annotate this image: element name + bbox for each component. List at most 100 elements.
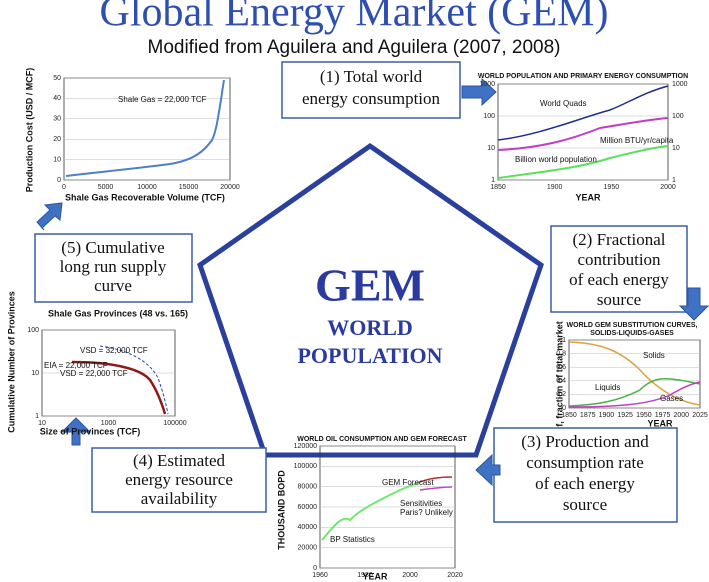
x-tick-label: 1875: [580, 412, 596, 419]
annotation: Million BTU/yr/capita: [600, 136, 674, 145]
annotation: Shale Gas = 22,000 TCF: [118, 95, 207, 104]
y-tick-label: 40: [53, 95, 61, 102]
x-tick-label: 2020: [447, 572, 463, 579]
curve: [568, 341, 701, 406]
x-axis-label: YEAR: [647, 418, 673, 428]
subtitle: Modified from Aguilera and Aguilera (200…: [148, 37, 561, 58]
x-tick-label: 1925: [617, 412, 633, 419]
arrow: [60, 417, 92, 446]
y-tick-label: 100: [483, 113, 495, 120]
step-box: [493, 427, 678, 523]
y-tick-label: 1000: [479, 81, 495, 88]
x-tick-label: 10000: [137, 184, 157, 191]
x-axis-label: YEAR: [575, 192, 601, 202]
step-box: [281, 61, 461, 119]
annotation: Solids: [643, 351, 665, 360]
y-tick-label: 20000: [298, 545, 318, 552]
x-tick-label: 1975: [655, 412, 671, 419]
y-tick-label: 10: [31, 370, 39, 377]
panel-title: WORLD POPULATION AND PRIMARY ENERGY CONS…: [478, 73, 688, 80]
y2-tick-label: 1: [672, 177, 676, 184]
step-text: (5) Cumulative: [61, 238, 164, 257]
annotation: Paris? Unlikely: [400, 508, 453, 517]
curve: [321, 481, 421, 541]
plot-frame: [63, 77, 231, 181]
x-tick-label: 1900: [599, 412, 615, 419]
annotation: VSD = 22,000 TCF: [60, 369, 128, 378]
x-axis-label: Shale Gas Recoverable Volume (TCF): [65, 192, 225, 202]
y-tick-label: 60000: [298, 504, 318, 511]
annotation: Billion world population: [515, 155, 597, 164]
step-text: (3) Production and: [521, 432, 649, 451]
y-tick-label: 0: [313, 565, 317, 572]
x-tick-label: 1850: [561, 412, 577, 419]
y-tick-label: 100: [27, 327, 39, 334]
arrow: [36, 202, 63, 231]
annotation: GEM Forecast: [382, 478, 434, 487]
x-axis-label: Size of Provinces (TCF): [40, 426, 141, 436]
y-tick-label: 100000: [294, 463, 317, 470]
curve: [419, 476, 453, 483]
curve: [497, 117, 669, 151]
annotation: Gases: [660, 394, 683, 403]
annotation: Sensitivities: [400, 499, 442, 508]
curve: [568, 378, 701, 407]
y2-tick-label: 100: [672, 113, 684, 120]
step-text: of each energy: [569, 270, 669, 289]
y-tick-label: 80000: [298, 484, 318, 491]
curve: [419, 486, 453, 491]
step-box: [91, 447, 267, 513]
y-tick-label: 50: [53, 75, 61, 82]
y-tick-label: 0.6: [556, 364, 566, 371]
y-axis-label: THOUSAND BOPD: [276, 470, 286, 550]
step-text: energy resource: [125, 470, 233, 489]
x-tick-label: 15000: [179, 184, 199, 191]
center-line: WORLD: [327, 315, 413, 340]
step-text: consumption rate: [526, 453, 644, 472]
panel-title: Shale Gas Provinces (48 vs. 165): [48, 308, 188, 318]
annotation: BP Statistics: [330, 535, 375, 544]
y-tick-label: 0.4: [556, 378, 566, 385]
panel-title: WORLD GEM SUBSTITUTION CURVES,: [567, 322, 698, 329]
y-tick-label: 1: [562, 337, 566, 344]
x-tick-label: 1980: [357, 572, 373, 579]
curve: [497, 145, 669, 179]
y-axis-label: Cumulative Number of Provinces: [6, 291, 16, 433]
x-tick-label: 1850: [490, 184, 506, 191]
x-tick-label: 1000: [101, 420, 117, 427]
y-tick-label: 30: [53, 116, 61, 123]
step-text: of each energy: [535, 474, 635, 493]
annotation: Liquids: [595, 383, 620, 392]
x-tick-label: 2000: [673, 412, 689, 419]
arrow: [475, 453, 501, 487]
step-text: (4) Estimated: [133, 451, 226, 470]
title: Global Energy Market (GEM): [100, 0, 609, 36]
y-axis-label: f, fraction of total market: [554, 321, 564, 427]
panel-title: WORLD OIL CONSUMPTION AND GEM FORECAST: [297, 436, 467, 443]
x-tick-label: 1900: [547, 184, 563, 191]
step-text: source: [563, 495, 607, 514]
x-axis-label: YEAR: [362, 571, 388, 581]
curve: [497, 85, 669, 141]
step-text: contribution: [577, 250, 661, 269]
x-tick-label: 2025: [692, 412, 708, 419]
step-text: long run supply: [60, 257, 167, 276]
annotation: VSD = 32,000 TCF: [80, 346, 148, 355]
step-text: availability: [141, 489, 218, 508]
y-tick-label: 0.8: [556, 350, 566, 357]
y2-tick-label: 10: [672, 145, 680, 152]
x-tick-label: 1950: [604, 184, 620, 191]
x-tick-label: 2000: [660, 184, 676, 191]
y-axis-label: Production Cost (USD / MCF): [24, 68, 34, 193]
step-text: (1) Total world: [320, 67, 423, 86]
annotation: World Quads: [540, 99, 587, 108]
step-text: source: [597, 290, 641, 309]
y-tick-label: 10: [487, 145, 495, 152]
step-box: [34, 233, 193, 303]
center-title: GEM: [315, 260, 425, 311]
center-line: POPULATION: [297, 343, 442, 368]
x-tick-label: 20000: [220, 184, 240, 191]
x-tick-label: 1950: [636, 412, 652, 419]
step-box: [550, 225, 688, 313]
